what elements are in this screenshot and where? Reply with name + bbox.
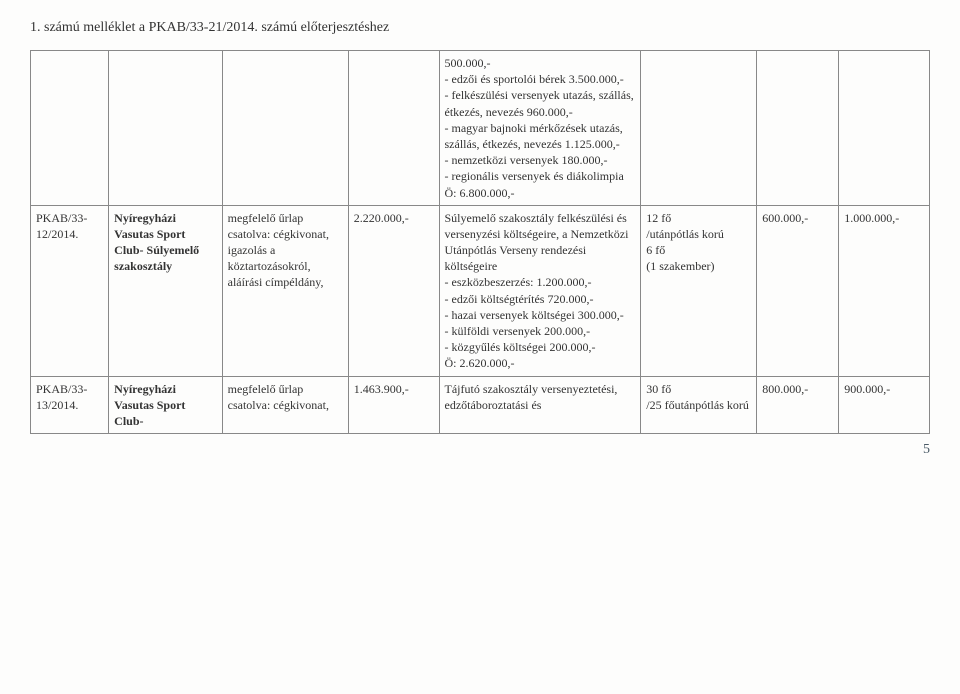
page-number: 5 [30,442,930,458]
cell-id: PKAB/33-13/2014. [31,376,109,434]
cell-org: Nyíregyházi Vasutas Sport Club- [109,376,222,434]
cell-docs: megfelelő űrlap csatolva: cégkivonat, [222,376,348,434]
cell-amt3: 900.000,- [839,376,930,434]
cell-amt3: 1.000.000,- [839,205,930,376]
cell-amt3 [839,51,930,206]
cell-amt2: 600.000,- [757,205,839,376]
cell-amt1: 2.220.000,- [348,205,439,376]
cell-amt2 [757,51,839,206]
cell-desc: 500.000,- - edzői és sportolói bérek 3.5… [439,51,641,206]
cell-docs [222,51,348,206]
table-row: PKAB/33-13/2014. Nyíregyházi Vasutas Spo… [31,376,930,434]
cell-desc: Súlyemelő szakosztály felkészülési és ve… [439,205,641,376]
cell-amt2: 800.000,- [757,376,839,434]
cell-ppl [641,51,757,206]
cell-ppl: 30 fő /25 főutánpótlás korú [641,376,757,434]
page-header: 1. számú melléklet a PKAB/33-21/2014. sz… [30,20,930,36]
cell-amt1: 1.463.900,- [348,376,439,434]
cell-id: PKAB/33-12/2014. [31,205,109,376]
cell-id [31,51,109,206]
cell-org [109,51,222,206]
cell-ppl: 12 fő /utánpótlás korú 6 fő (1 szakember… [641,205,757,376]
cell-amt1 [348,51,439,206]
data-table: 500.000,- - edzői és sportolói bérek 3.5… [30,50,930,434]
cell-desc: Tájfutó szakosztály versenyeztetési, edz… [439,376,641,434]
table-row: 500.000,- - edzői és sportolói bérek 3.5… [31,51,930,206]
cell-org: Nyíregyházi Vasutas Sport Club- Súlyemel… [109,205,222,376]
cell-docs: megfelelő űrlap csatolva: cégkivonat, ig… [222,205,348,376]
table-row: PKAB/33-12/2014. Nyíregyházi Vasutas Spo… [31,205,930,376]
